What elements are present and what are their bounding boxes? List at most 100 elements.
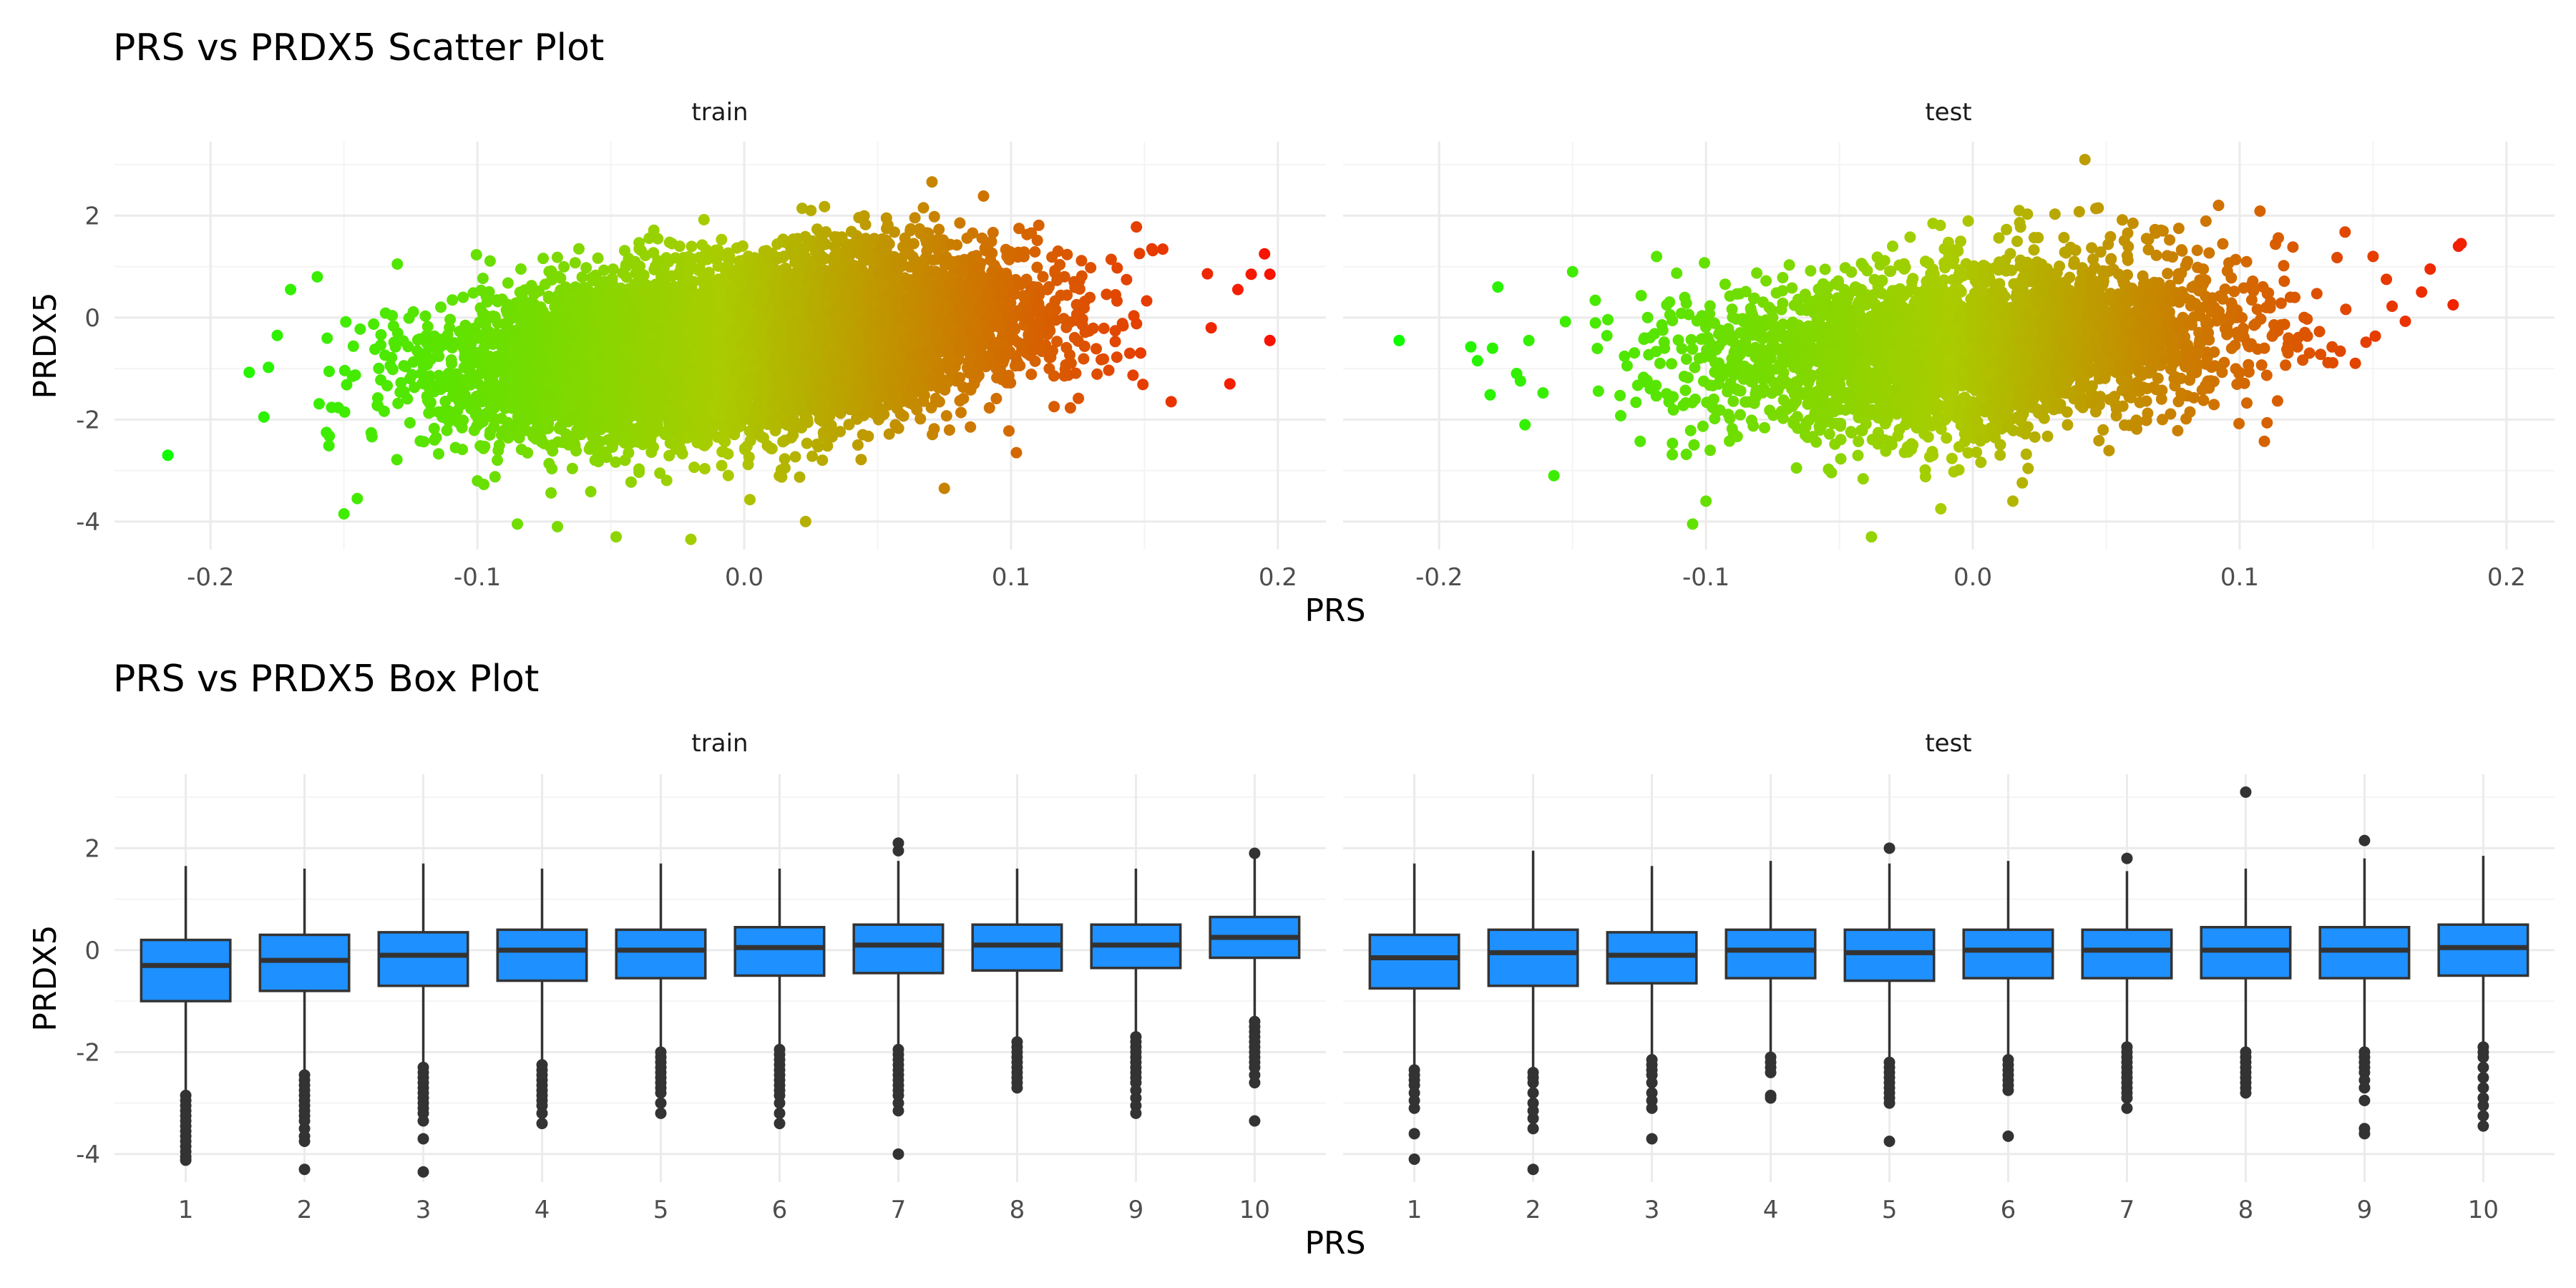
scatter-point xyxy=(391,454,403,466)
scatter-point xyxy=(404,416,416,429)
scatter-point xyxy=(625,476,637,488)
scatter-point xyxy=(1137,379,1149,391)
scatter-point xyxy=(552,290,564,302)
scatter-point xyxy=(945,238,957,250)
scatter-point xyxy=(955,406,967,419)
scatter-point xyxy=(492,454,504,467)
scatter-point xyxy=(990,393,1002,404)
scatter-point xyxy=(1101,288,1113,301)
scatter-point xyxy=(1073,392,1085,404)
scatter-point xyxy=(1109,336,1121,348)
scatter-point xyxy=(585,441,597,453)
scatter-point xyxy=(419,310,431,322)
scatter-point xyxy=(1058,270,1070,283)
scatter-point xyxy=(855,454,867,466)
scatter-point xyxy=(698,463,711,474)
scatter-point xyxy=(313,398,325,410)
scatter-point xyxy=(580,262,592,274)
scatter-point xyxy=(439,395,452,407)
scatter-point xyxy=(424,406,436,419)
scatter-point xyxy=(1025,369,1038,381)
scatter-point xyxy=(660,474,673,487)
scatter-point xyxy=(1128,310,1140,322)
scatter-point xyxy=(805,399,817,411)
scatter-point xyxy=(933,223,945,235)
scatter-point xyxy=(883,428,895,440)
scatter-point xyxy=(441,424,453,436)
scatter-y-axis-label: PRDX5 xyxy=(27,292,64,399)
scatter-point xyxy=(943,424,955,436)
scatter-point xyxy=(743,425,756,437)
scatter-point xyxy=(470,249,482,260)
scatter-point xyxy=(323,366,335,377)
scatter-point xyxy=(398,386,410,398)
scatter-point xyxy=(652,233,664,245)
scatter-point xyxy=(347,340,359,352)
scatter-point xyxy=(845,225,857,238)
scatter-point xyxy=(1060,321,1073,333)
scatter-point xyxy=(716,459,728,472)
scatter-point xyxy=(843,419,855,431)
scatter-point xyxy=(424,370,436,382)
scatter-point xyxy=(1028,280,1039,293)
scatter-point xyxy=(1103,364,1115,376)
scatter-point xyxy=(1037,270,1049,283)
scatter-point xyxy=(373,362,385,374)
scatter-point xyxy=(1061,248,1073,260)
scatter-point xyxy=(744,494,756,506)
scatter-point xyxy=(1131,221,1143,233)
scatter-point xyxy=(686,240,698,253)
scatter-point xyxy=(478,479,490,490)
scatter-point xyxy=(914,413,927,425)
scatter-point xyxy=(1064,402,1076,414)
scatter-point xyxy=(623,447,635,459)
scatter-point xyxy=(954,395,966,407)
scatter-point xyxy=(1029,246,1041,258)
scatter-point xyxy=(821,440,834,452)
scatter-point xyxy=(545,487,557,499)
scatter-point xyxy=(1157,243,1169,255)
scatter-point xyxy=(522,447,534,459)
scatter-point xyxy=(664,437,676,449)
scatter-point xyxy=(1098,322,1110,334)
scatter-point xyxy=(1123,347,1136,359)
scatter-point xyxy=(801,437,813,449)
scatter-point xyxy=(515,263,527,275)
scatter-point xyxy=(806,450,819,462)
scatter-x-axis-label: PRS xyxy=(1304,592,1365,629)
scatter-point xyxy=(794,471,806,483)
scatter-point xyxy=(610,456,622,468)
scatter-point xyxy=(688,462,701,473)
scatter-point xyxy=(812,441,824,453)
scatter-point xyxy=(428,422,440,434)
scatter-point xyxy=(421,321,434,333)
scatter-point xyxy=(1070,367,1082,379)
scatter-facet-strip-train: train xyxy=(691,98,748,127)
scatter-point xyxy=(983,402,995,414)
scatter-point xyxy=(1105,253,1117,265)
scatter-point xyxy=(537,253,550,265)
scatter-point xyxy=(403,312,415,324)
scatter-point xyxy=(435,301,447,313)
scatter-point xyxy=(479,341,490,353)
scatter-point xyxy=(607,263,619,275)
scatter-point xyxy=(459,319,472,331)
scatter-point xyxy=(1146,243,1158,255)
scatter-point xyxy=(340,316,352,328)
scatter-point xyxy=(445,354,457,366)
scatter-point xyxy=(987,227,999,238)
scatter-point xyxy=(928,210,940,223)
scatter-point xyxy=(1110,289,1121,301)
scatter-point xyxy=(1135,347,1147,359)
scatter-point xyxy=(698,214,710,225)
scatter-point xyxy=(1013,223,1025,235)
scatter-point xyxy=(716,233,728,245)
scatter-point xyxy=(928,423,940,435)
scatter-point xyxy=(489,471,501,483)
scatter-point xyxy=(392,397,404,409)
scatter-point xyxy=(1084,291,1096,303)
scatter-point xyxy=(576,271,588,283)
scatter-point xyxy=(243,366,255,379)
